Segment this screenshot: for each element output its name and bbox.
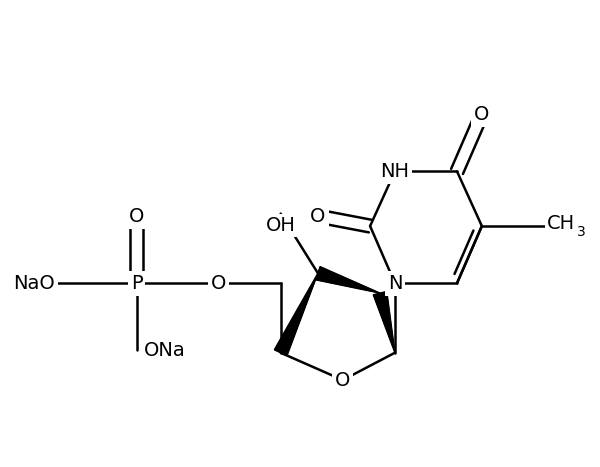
Polygon shape xyxy=(373,291,395,353)
Text: O: O xyxy=(211,274,226,293)
Text: NH: NH xyxy=(380,162,409,181)
Text: CH: CH xyxy=(547,214,575,233)
Text: N: N xyxy=(388,274,402,293)
Text: P: P xyxy=(131,274,142,293)
Text: O: O xyxy=(474,105,490,124)
Text: O: O xyxy=(310,206,326,226)
Polygon shape xyxy=(316,267,380,293)
Text: 3: 3 xyxy=(577,225,586,239)
Text: O: O xyxy=(129,206,144,226)
Polygon shape xyxy=(274,273,318,356)
Text: OH: OH xyxy=(266,216,296,235)
Text: ONa: ONa xyxy=(144,341,186,360)
Text: NaO: NaO xyxy=(13,274,55,293)
Text: O: O xyxy=(335,370,350,389)
